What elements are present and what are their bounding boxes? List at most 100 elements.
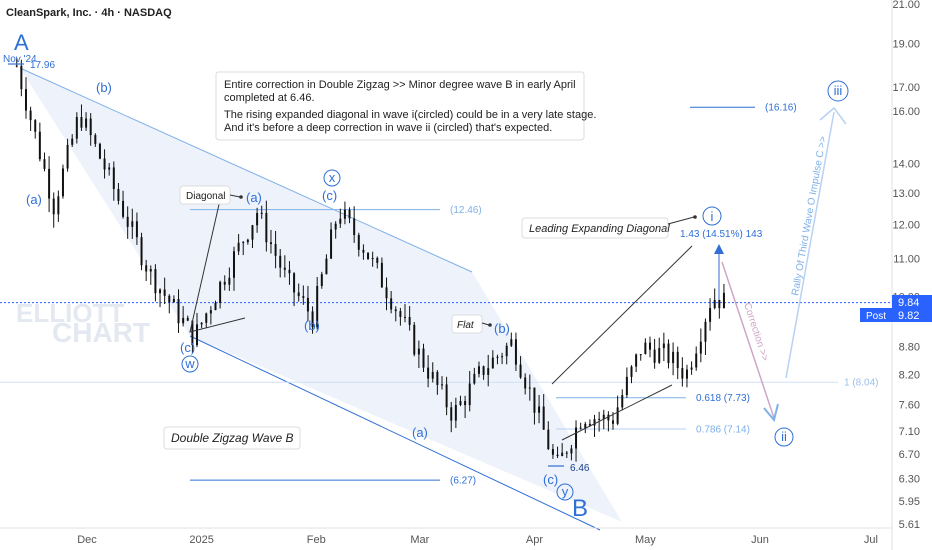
candle-body bbox=[357, 234, 360, 250]
candle-body bbox=[316, 285, 319, 328]
wave-label-w: w bbox=[184, 356, 195, 371]
level-label: (6.27) bbox=[450, 476, 476, 487]
price-tick-label: 16.00 bbox=[892, 106, 920, 118]
candle-body bbox=[71, 138, 74, 145]
candle-body bbox=[302, 296, 305, 298]
price-tick-label: 12.00 bbox=[892, 219, 920, 231]
candle-body bbox=[80, 117, 83, 128]
candle-body bbox=[367, 252, 370, 260]
candle-body bbox=[533, 387, 536, 413]
candle-body bbox=[131, 221, 134, 227]
candle-body bbox=[648, 342, 651, 350]
candle-body bbox=[43, 159, 46, 169]
wave-circle-x bbox=[323, 169, 341, 187]
candle-body bbox=[177, 298, 180, 324]
price-tick-label: 14.00 bbox=[892, 159, 920, 171]
candle-body bbox=[676, 351, 679, 369]
candle-body bbox=[75, 117, 78, 139]
candle-body bbox=[422, 348, 425, 368]
post-label-tag bbox=[860, 308, 892, 322]
candle-body bbox=[163, 289, 166, 296]
candle-body bbox=[644, 342, 647, 355]
measure-arrowhead bbox=[714, 244, 724, 254]
candle-body bbox=[635, 354, 638, 367]
candle-body bbox=[306, 297, 309, 312]
candle-body bbox=[265, 212, 268, 243]
candle-body bbox=[57, 196, 60, 215]
candle-body bbox=[117, 188, 120, 201]
wave-label-y: y bbox=[562, 484, 569, 499]
candle-body bbox=[417, 348, 420, 355]
flat-text: Flat bbox=[457, 320, 475, 331]
candle-body bbox=[579, 427, 582, 429]
candle-body bbox=[431, 371, 434, 379]
candle-body bbox=[413, 324, 416, 355]
price-tick-label: 7.10 bbox=[899, 426, 920, 438]
candle-body bbox=[625, 376, 628, 396]
level-label: (12.46) bbox=[450, 205, 482, 216]
wave-label-x: x bbox=[329, 170, 336, 185]
candle-body bbox=[159, 289, 162, 294]
wave-circle-iii bbox=[827, 80, 849, 102]
candle-body bbox=[274, 244, 277, 256]
channel-lower-line bbox=[189, 335, 601, 531]
note-line3: The rising expanded diagonal in wave i(c… bbox=[224, 109, 596, 121]
symbol-title: CleanSpark, Inc. · 4h · NASDAQ bbox=[6, 7, 172, 19]
candle-body bbox=[427, 367, 430, 379]
diagonal-callout: Diagonal bbox=[179, 185, 243, 205]
candle-body bbox=[371, 257, 374, 260]
candle-body bbox=[722, 292, 725, 309]
time-tick-label: Dec bbox=[77, 534, 97, 546]
candle-body bbox=[353, 218, 356, 235]
candle-body bbox=[505, 345, 508, 357]
time-tick-label: Mar bbox=[410, 534, 429, 546]
candle-body bbox=[320, 274, 323, 286]
candle-body bbox=[126, 216, 129, 227]
wave-label-iii: iii bbox=[834, 83, 843, 98]
candle-body bbox=[653, 349, 656, 363]
candle-body bbox=[616, 407, 619, 424]
candle-body bbox=[519, 364, 522, 378]
candle-body bbox=[468, 383, 471, 406]
note-line1: Entire correction in Double Zigzag >> Mi… bbox=[224, 79, 576, 91]
watermark-line1: ELLIOTT bbox=[16, 298, 124, 328]
candle-body bbox=[394, 309, 397, 312]
level-label: 0.786 (7.14) bbox=[696, 424, 750, 435]
low-price-label: 6.46 bbox=[570, 463, 590, 474]
wave-label-b2: (b) bbox=[304, 318, 320, 333]
candle-body bbox=[607, 414, 610, 421]
candle-body bbox=[154, 269, 157, 294]
price-tick-label: 6.70 bbox=[899, 449, 920, 461]
wave-label-ii: ii bbox=[781, 429, 787, 444]
candle-body bbox=[565, 452, 568, 454]
diagonal-text: Diagonal bbox=[186, 191, 225, 202]
last-price-value: 9.84 bbox=[898, 297, 919, 309]
candle-body bbox=[404, 316, 407, 318]
candle-body bbox=[408, 316, 411, 325]
note-box: Entire correction in Double Zigzag >> Mi… bbox=[215, 71, 596, 141]
time-tick-label: May bbox=[635, 534, 656, 546]
candle-body bbox=[630, 366, 633, 377]
candle-body bbox=[542, 406, 545, 430]
candle-body bbox=[681, 368, 684, 379]
high-price-label: 17.96 bbox=[30, 60, 55, 71]
wave-label-b3: (b) bbox=[494, 321, 510, 336]
wave-label-B: B bbox=[572, 495, 588, 522]
candle-body bbox=[89, 118, 92, 136]
candle-body bbox=[464, 401, 467, 406]
wave-label-b1: (b) bbox=[96, 80, 112, 95]
candle-body bbox=[593, 419, 596, 426]
candle-body bbox=[191, 320, 194, 346]
price-tick-label: 19.00 bbox=[892, 38, 920, 50]
candle-body bbox=[547, 429, 550, 450]
correction-arrow-line bbox=[721, 261, 775, 419]
correction-arrowhead bbox=[763, 403, 779, 423]
candle-body bbox=[510, 339, 513, 346]
candle-body bbox=[362, 249, 365, 253]
price-tick-label: 8.20 bbox=[899, 369, 920, 381]
candle-body bbox=[551, 449, 554, 455]
level-label: (16.16) bbox=[765, 103, 797, 114]
candle-body bbox=[108, 167, 111, 170]
price-tick-label: 11.00 bbox=[893, 254, 920, 266]
